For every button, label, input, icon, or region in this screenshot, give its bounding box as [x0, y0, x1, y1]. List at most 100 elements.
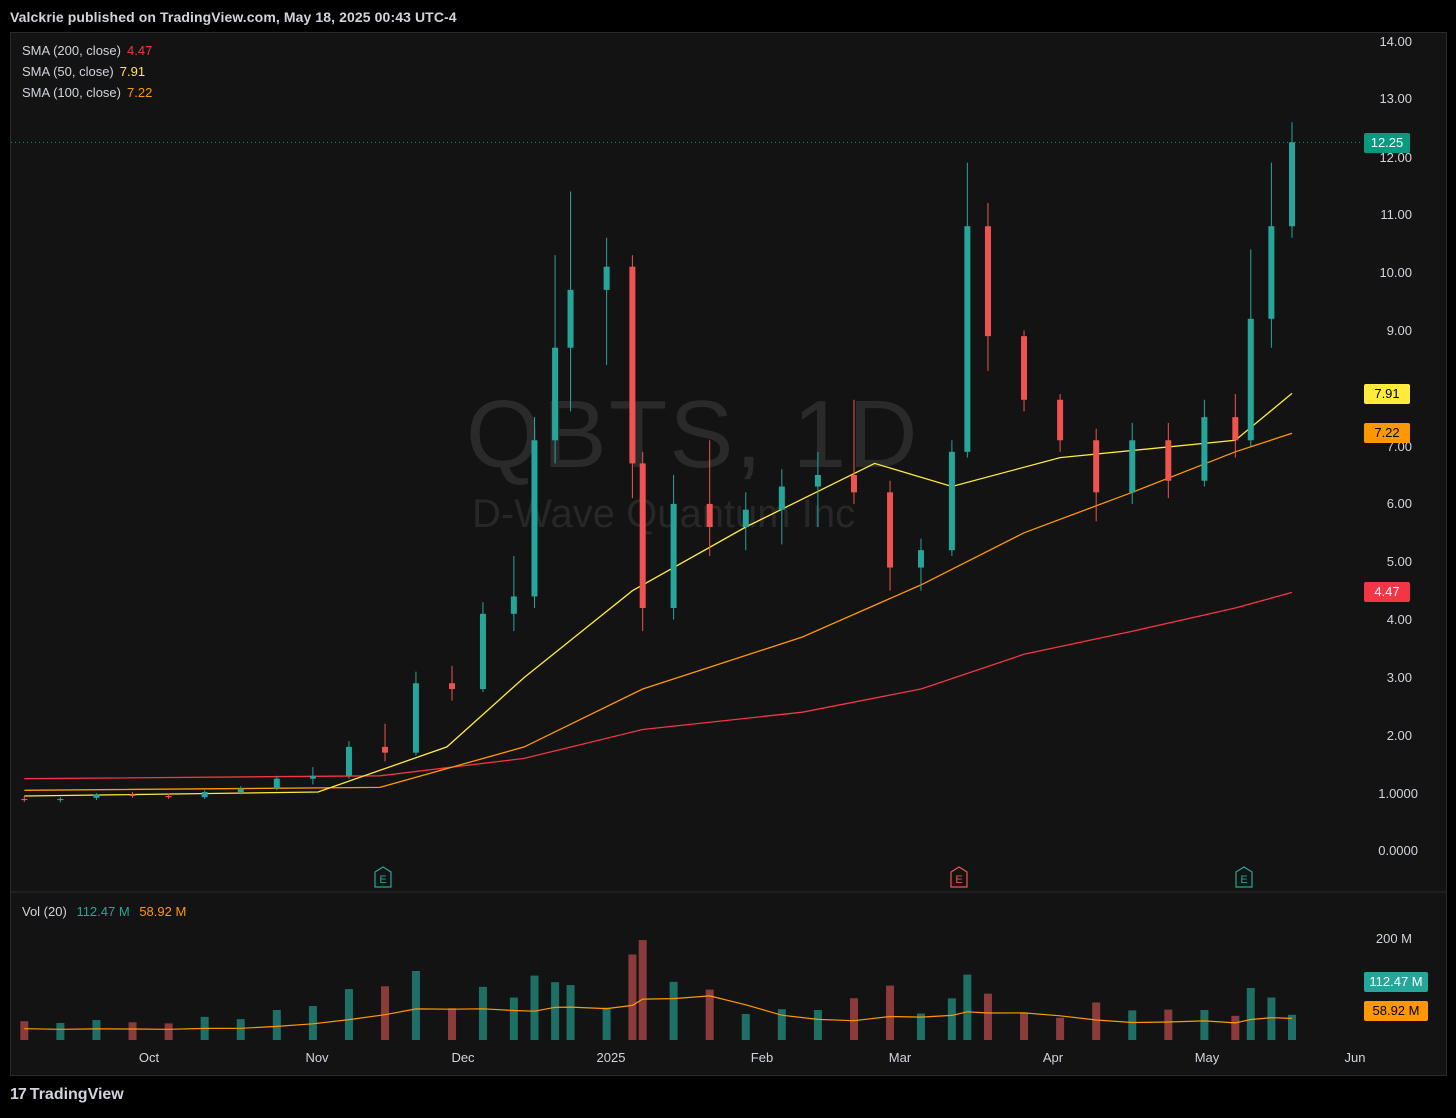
volume-legend[interactable]: Vol (20) 112.47 M 58.92 M — [22, 904, 192, 919]
legend-sma200-value: 4.47 — [127, 43, 153, 58]
candle-body — [778, 486, 785, 510]
volume-bar — [128, 1022, 137, 1040]
price-tick: 3.00 — [1386, 670, 1412, 685]
earnings-marker-icon[interactable]: E — [1234, 866, 1254, 888]
earnings-marker-icon[interactable]: E — [373, 866, 393, 888]
volume-bar — [1231, 1015, 1240, 1040]
sma100-badge: 7.22 — [1364, 423, 1410, 443]
volume-bar — [741, 1013, 750, 1040]
volume-bar — [1200, 1010, 1209, 1040]
x-tick: Oct — [138, 1050, 160, 1065]
earnings-marker-label: E — [379, 874, 386, 886]
candle-body — [273, 778, 280, 789]
volume-bar — [669, 981, 678, 1040]
candle-body — [479, 613, 486, 690]
candle-body — [57, 798, 64, 801]
candle-body — [706, 503, 713, 528]
candle-body — [1289, 142, 1295, 227]
candle-body — [1232, 417, 1239, 441]
volume-bar — [1092, 1002, 1101, 1040]
earnings-marker-label: E — [1240, 874, 1247, 886]
candle-body — [510, 596, 517, 614]
volume-legend-ma: 58.92 M — [139, 904, 187, 919]
volume-bar — [777, 1009, 786, 1040]
last-price-badge: 12.25 — [1364, 133, 1410, 153]
x-tick: May — [1194, 1050, 1220, 1065]
volume-bar — [1128, 1010, 1137, 1040]
candle-body — [93, 794, 100, 798]
price-tick: 12.00 — [1379, 150, 1412, 165]
candle-body — [887, 492, 894, 568]
volume-bar — [272, 1010, 281, 1040]
volume-bar — [1164, 1009, 1173, 1040]
candle-body — [948, 451, 955, 551]
earnings-marker-label: E — [955, 874, 962, 886]
sma200-badge: 4.47 — [1364, 582, 1410, 602]
legend-sma100[interactable]: SMA (100, close) 7.22 — [22, 85, 152, 100]
candle-body — [1268, 226, 1275, 319]
candle-body — [629, 266, 636, 464]
x-tick: Dec — [451, 1050, 475, 1065]
sma200-line — [24, 591, 1293, 780]
volume-bar — [478, 986, 487, 1040]
price-tick: 4.00 — [1386, 612, 1412, 627]
volume-bar — [947, 998, 956, 1040]
volume-bar — [705, 989, 714, 1040]
x-tick: Mar — [888, 1050, 912, 1065]
volume-bar — [344, 989, 353, 1040]
volume-bar — [983, 993, 992, 1040]
candle-body — [165, 796, 172, 798]
volume-bar — [20, 1021, 29, 1040]
volume-legend-label: Vol (20) — [22, 904, 67, 919]
legend-sma50[interactable]: SMA (50, close) 7.91 — [22, 64, 145, 79]
legend-sma200-label: SMA (200, close) — [22, 43, 121, 58]
publisher-line: Valckrie published on TradingView.com, M… — [10, 9, 457, 25]
legend-sma200[interactable]: SMA (200, close) 4.47 — [22, 43, 152, 58]
volume-bar — [1246, 987, 1255, 1040]
candle-body — [552, 347, 559, 441]
volume-bar — [411, 971, 420, 1040]
chart-frame — [10, 32, 1447, 1076]
legend-sma100-label: SMA (100, close) — [22, 85, 121, 100]
watermark-symbol: QBTS, 1D — [466, 381, 920, 488]
volume-bar — [813, 1010, 822, 1040]
volume-ma-line — [24, 995, 1293, 1030]
volume-bar — [1267, 997, 1276, 1040]
legend-sma100-value: 7.22 — [127, 85, 153, 100]
volume-bar — [1056, 1017, 1065, 1040]
volume-bar — [381, 986, 390, 1040]
volume-bar — [602, 1007, 611, 1040]
tradingview-brand: TradingView — [29, 1086, 124, 1103]
price-tick: 2.00 — [1386, 728, 1412, 743]
candle-body — [814, 474, 821, 487]
x-tick: Apr — [1042, 1050, 1064, 1065]
volume-bar — [1288, 1014, 1296, 1040]
volume-bar — [551, 982, 560, 1040]
candle-body — [412, 683, 419, 753]
legend-sma50-value: 7.91 — [119, 64, 146, 79]
candle-body — [237, 788, 244, 792]
candle-body — [531, 440, 538, 597]
candle-body — [1165, 440, 1172, 481]
volume-bar — [1020, 1012, 1029, 1040]
volume-bar — [963, 974, 972, 1040]
candle-body — [449, 683, 456, 690]
price-tick: 11.00 — [1380, 207, 1412, 222]
candle-body — [309, 775, 316, 779]
x-tick: Nov — [305, 1050, 329, 1065]
volume-legend-value: 112.47 M — [76, 904, 130, 919]
volume-bar — [236, 1019, 245, 1040]
tradingview-footer[interactable]: 17 TradingView — [10, 1086, 124, 1104]
volume-bar — [628, 954, 637, 1040]
legend-sma50-label: SMA (50, close) — [22, 64, 114, 79]
volume-tick: 200 M — [1375, 931, 1412, 946]
candle-body — [984, 226, 991, 337]
volume-bar — [849, 998, 858, 1040]
volume-bar — [448, 1008, 457, 1040]
candle-body — [567, 289, 574, 348]
price-tick: 1.0000 — [1378, 786, 1418, 801]
x-tick: 2025 — [596, 1050, 626, 1065]
earnings-marker-icon[interactable]: E — [949, 866, 969, 888]
price-tick: 13.00 — [1379, 91, 1412, 106]
